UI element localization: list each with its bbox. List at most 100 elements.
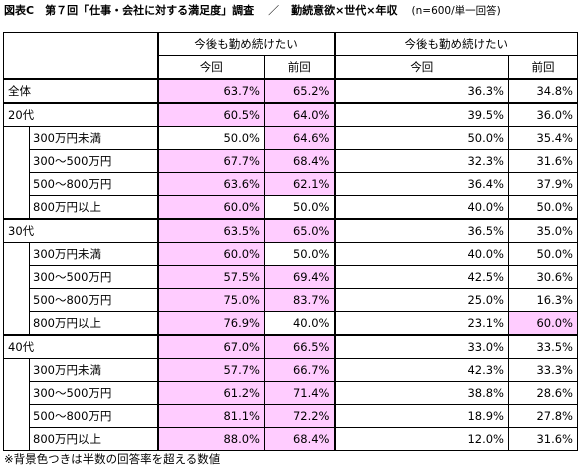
indent-cell [3, 149, 30, 173]
table-row: 800万円以上 60.0% 50.0% 40.0% 50.0% [3, 195, 578, 220]
value-previous-left: 83.7% [264, 288, 335, 312]
table-row: 300万円未満 57.7% 66.7% 42.3% 33.3% [3, 358, 578, 382]
value-current-right: 23.1% [333, 311, 509, 336]
title-subtitle: 勤続意欲×世代×年収 [291, 4, 398, 17]
indent-cell [3, 265, 30, 289]
value-previous-left: 50.0% [264, 195, 335, 220]
value-current-left: 67.7% [156, 149, 265, 173]
value-current-left: 88.0% [156, 427, 265, 451]
value-current-left: 76.9% [156, 311, 265, 336]
row-sublabel: 300～500万円 [29, 149, 158, 173]
table-row: 40代 67.0% 66.5% 33.0% 33.5% [3, 334, 578, 359]
row-sublabel: 800万円以上 [29, 427, 158, 451]
value-previous-right: 36.0% [508, 102, 578, 127]
value-current-right: 38.8% [333, 381, 509, 405]
table-row: 300万円未満 50.0% 64.6% 50.0% 35.4% [3, 126, 578, 150]
row-sublabel: 500～800万円 [29, 288, 158, 312]
value-previous-left: 71.4% [264, 381, 335, 405]
table-row: 300～500万円 67.7% 68.4% 32.3% 31.6% [3, 149, 578, 173]
row-label: 20代 [3, 102, 158, 127]
row-label: 40代 [3, 334, 158, 359]
value-previous-right: 33.5% [508, 334, 578, 359]
value-current-right: 42.5% [333, 265, 509, 289]
table-row: 500～800万円 75.0% 83.7% 25.0% 16.3% [3, 288, 578, 312]
value-current-left: 67.0% [156, 334, 265, 359]
value-previous-left: 66.5% [264, 334, 335, 359]
table-row: 300～500万円 61.2% 71.4% 38.8% 28.6% [3, 381, 578, 405]
indent-cell [3, 427, 30, 451]
value-current-left: 63.5% [156, 218, 265, 243]
table-row: 800万円以上 76.9% 40.0% 23.1% 60.0% [3, 311, 578, 336]
indent-cell [3, 358, 30, 382]
row-label: 全体 [3, 78, 158, 104]
value-current-right: 33.0% [333, 334, 509, 359]
indent-cell [3, 242, 30, 266]
value-previous-left: 68.4% [264, 149, 335, 173]
header-row-groups: 今後も勤め続けたい 今後も勤め続けたい [3, 32, 578, 80]
indent-cell [3, 288, 30, 312]
value-current-right: 40.0% [333, 242, 509, 266]
row-sublabel: 300～500万円 [29, 381, 158, 405]
value-previous-left: 68.4% [264, 427, 335, 451]
header-previous-right: 前回 [508, 55, 578, 80]
row-label: 30代 [3, 218, 158, 243]
value-current-left: 63.7% [156, 78, 265, 104]
value-current-left: 81.1% [156, 404, 265, 428]
value-previous-left: 64.0% [264, 102, 335, 127]
row-sublabel: 300万円未満 [29, 126, 158, 150]
header-corner [3, 32, 158, 80]
value-previous-right: 30.6% [508, 265, 578, 289]
value-previous-left: 40.0% [264, 311, 335, 336]
header-group-left: 今後も勤め続けたい [156, 32, 335, 56]
value-previous-left: 62.1% [264, 172, 335, 196]
indent-cell [3, 381, 30, 405]
value-current-left: 57.5% [156, 265, 265, 289]
indent-cell [3, 404, 30, 428]
indent-cell [3, 172, 30, 196]
value-current-right: 36.3% [333, 78, 509, 104]
sample-size: (n=600/単一回答) [411, 5, 501, 17]
value-current-right: 12.0% [333, 427, 509, 451]
header-previous-left: 前回 [264, 55, 335, 80]
value-previous-left: 65.2% [264, 78, 335, 104]
table-row: 500～800万円 63.6% 62.1% 36.4% 37.9% [3, 172, 578, 196]
value-current-right: 36.4% [333, 172, 509, 196]
header-current-right: 今回 [333, 55, 509, 80]
value-previous-right: 28.6% [508, 381, 578, 405]
value-previous-right: 27.8% [508, 404, 578, 428]
indent-cell [3, 195, 30, 220]
value-previous-left: 66.7% [264, 358, 335, 382]
value-current-right: 32.3% [333, 149, 509, 173]
value-current-right: 40.0% [333, 195, 509, 220]
value-current-left: 61.2% [156, 381, 265, 405]
footnote: ※背景色つきは半数の回答率を超える数値 [4, 452, 221, 466]
value-previous-right: 60.0% [508, 311, 578, 336]
row-sublabel: 300万円未満 [29, 358, 158, 382]
figure-title: 図表C 第７回「仕事・会社に対する満足度」調査 ／ 勤続意欲×世代×年収 (n=600… [4, 3, 579, 19]
value-current-right: 50.0% [333, 126, 509, 150]
value-current-right: 39.5% [333, 102, 509, 127]
value-current-right: 18.9% [333, 404, 509, 428]
value-previous-right: 33.3% [508, 358, 578, 382]
value-previous-left: 65.0% [264, 218, 335, 243]
value-previous-right: 35.4% [508, 126, 578, 150]
row-sublabel: 800万円以上 [29, 195, 158, 220]
table-row: 30代 63.5% 65.0% 36.5% 35.0% [3, 218, 578, 243]
value-current-left: 60.0% [156, 195, 265, 220]
value-previous-right: 37.9% [508, 172, 578, 196]
value-current-left: 75.0% [156, 288, 265, 312]
row-sublabel: 300～500万円 [29, 265, 158, 289]
value-current-left: 57.7% [156, 358, 265, 382]
indent-cell [3, 126, 30, 150]
satisfaction-table: 今後も勤め続けたい 今後も勤め続けたい 今回 前回 今回 前回 全体 63.7% 6… [3, 32, 578, 451]
value-current-right: 25.0% [333, 288, 509, 312]
table-row: 20代 60.5% 64.0% 39.5% 36.0% [3, 102, 578, 127]
title-separator: ／ [268, 4, 280, 17]
header-group-right: 今後も勤め続けたい [333, 32, 578, 56]
table-row: 800万円以上 88.0% 68.4% 12.0% 31.6% [3, 427, 578, 451]
value-previous-left: 50.0% [264, 242, 335, 266]
title-main: 図表C 第７回「仕事・会社に対する満足度」調査 [4, 4, 255, 17]
table-row: 300～500万円 57.5% 69.4% 42.5% 30.6% [3, 265, 578, 289]
header-current-left: 今回 [156, 55, 265, 80]
table-row: 全体 63.7% 65.2% 36.3% 34.8% [3, 78, 578, 104]
